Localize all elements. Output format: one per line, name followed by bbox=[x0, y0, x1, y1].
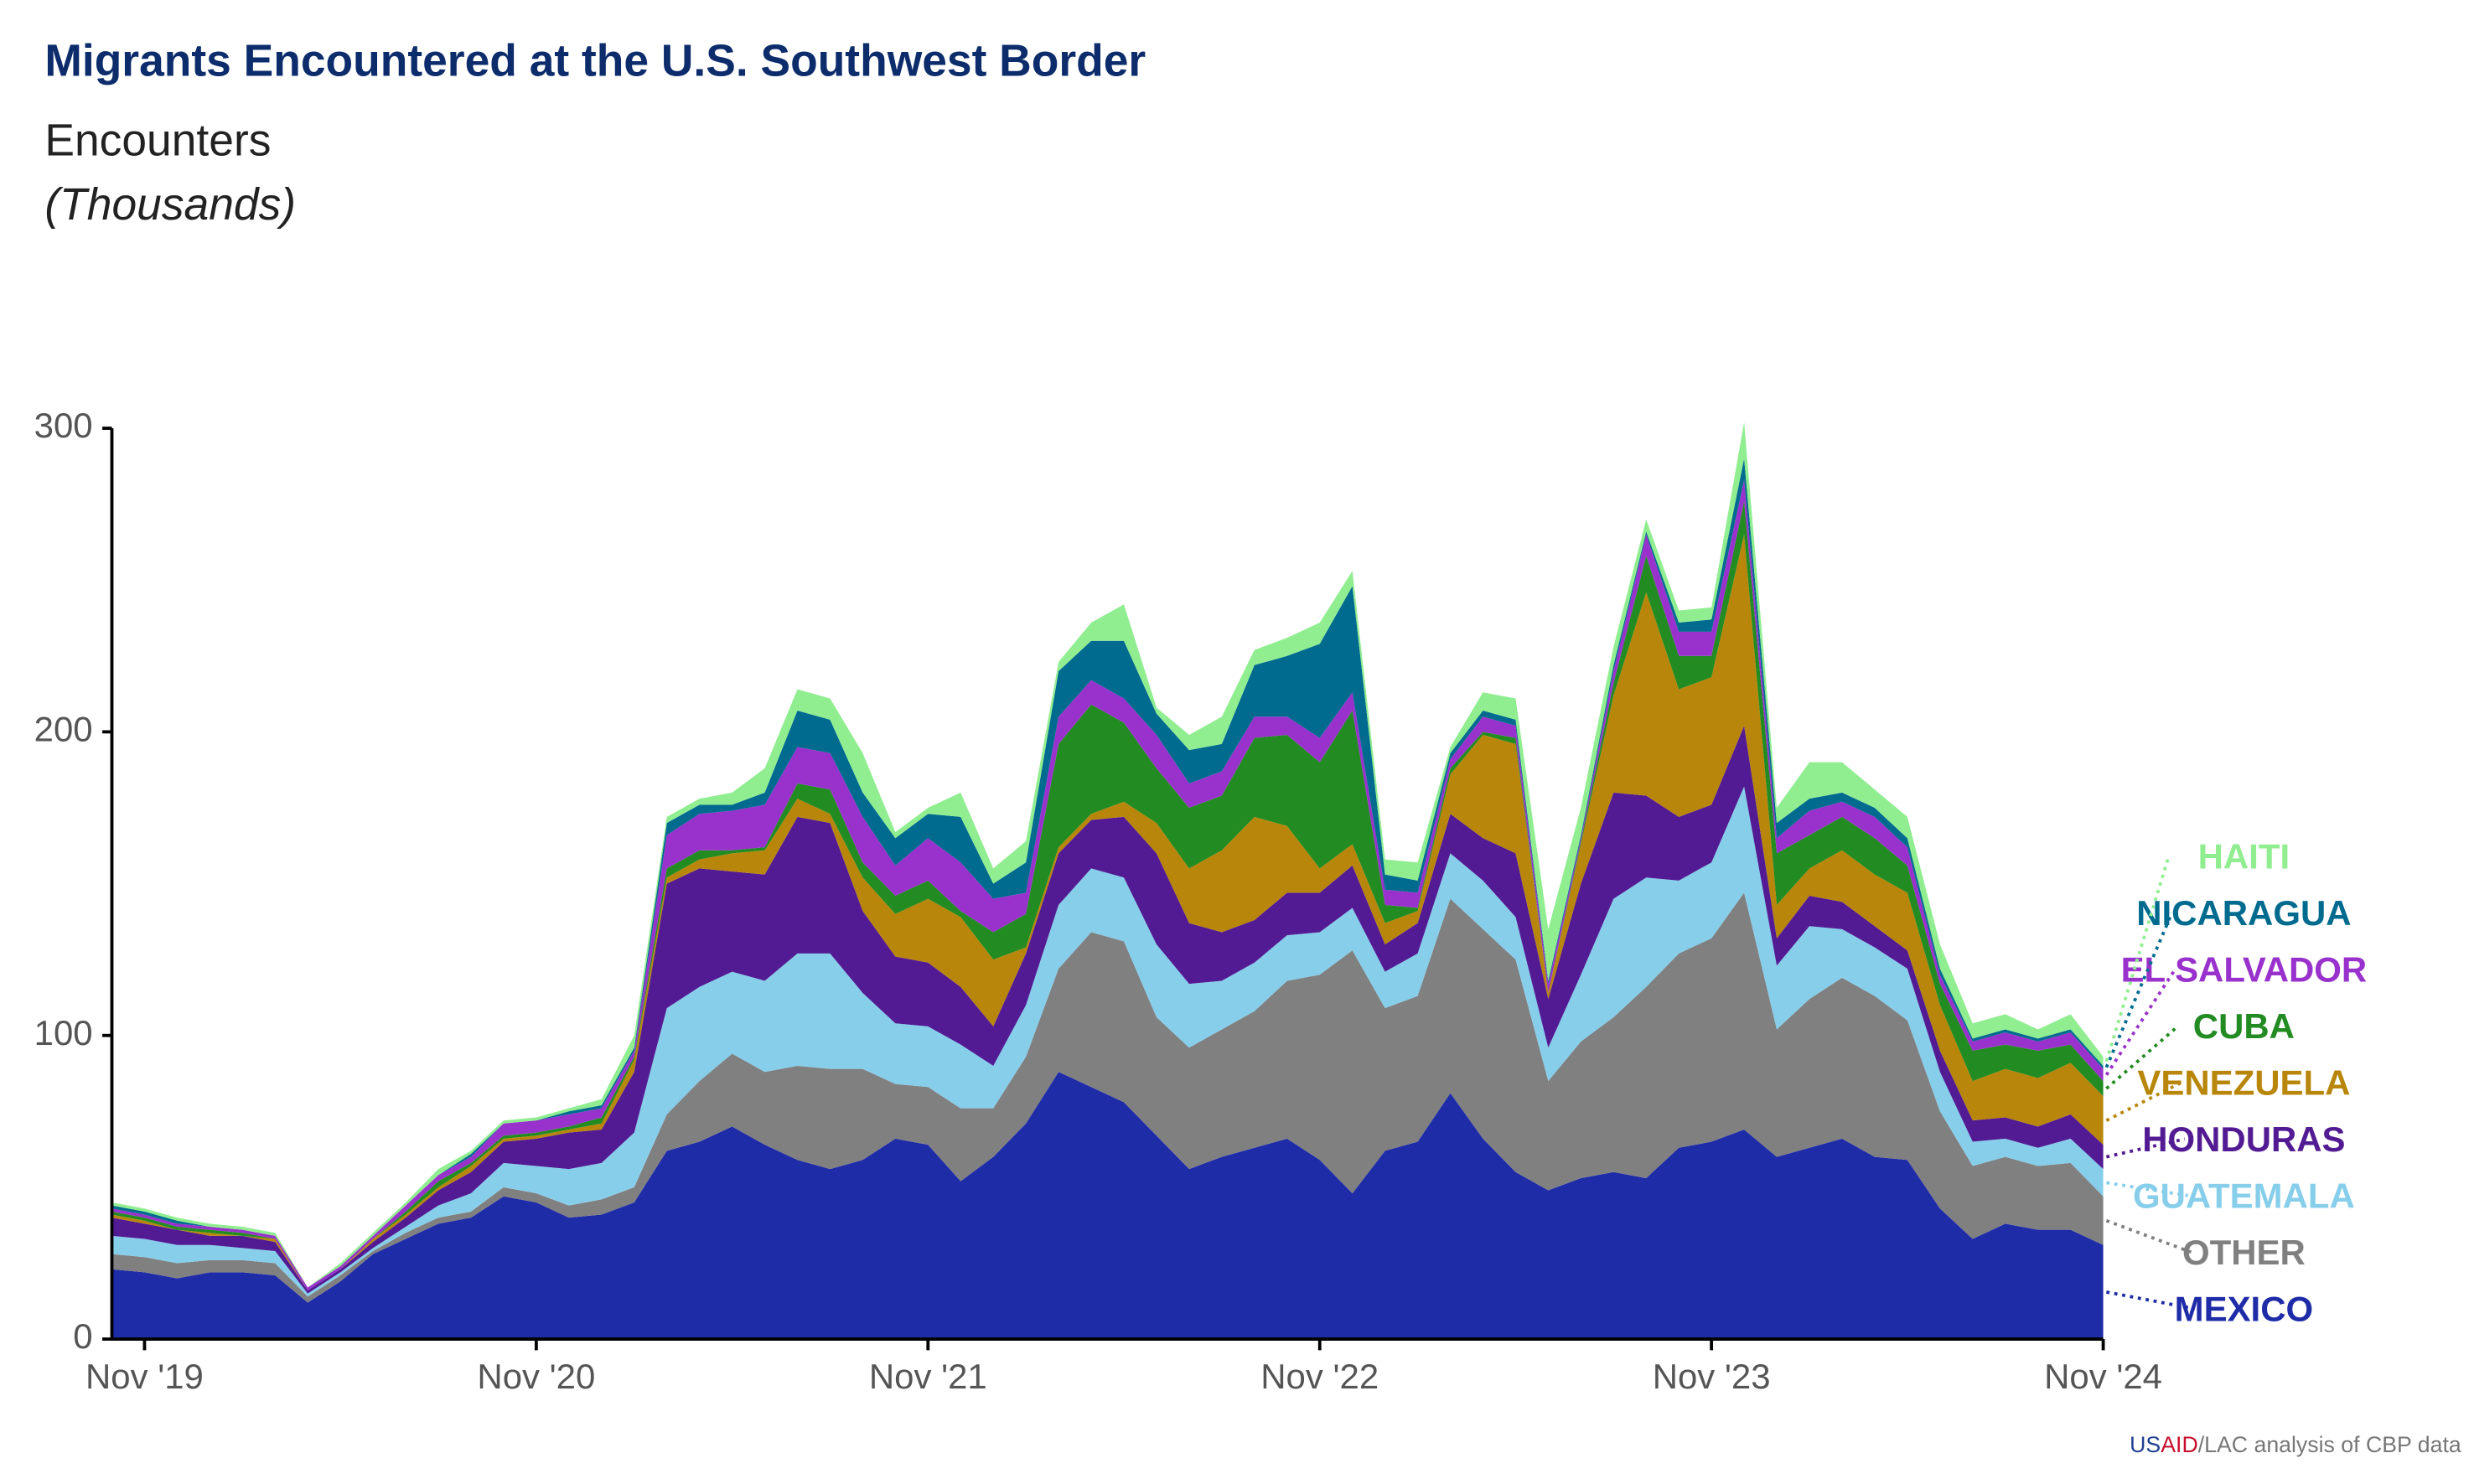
series-label: HONDURAS bbox=[2142, 1119, 2345, 1159]
series-label: CUBA bbox=[2193, 1006, 2295, 1046]
leader-line bbox=[2106, 1181, 2188, 1197]
leader-line bbox=[2104, 912, 2174, 1068]
y-axis-label: Encounters bbox=[44, 116, 271, 166]
area bbox=[111, 1072, 2104, 1340]
source-part: US bbox=[2130, 1432, 2161, 1457]
series-label: VENEZUELA bbox=[2137, 1063, 2350, 1103]
x-tick-label: Nov '19 bbox=[85, 1357, 204, 1396]
y-axis-note: (Thousands) bbox=[44, 180, 296, 230]
source-part: AID bbox=[2161, 1432, 2198, 1457]
area bbox=[111, 786, 2104, 1297]
y-tick-label: 300 bbox=[34, 406, 93, 445]
leader-line bbox=[2104, 968, 2176, 1076]
chart-title: Migrants Encountered at the U.S. Southwe… bbox=[44, 36, 1146, 85]
leader-line bbox=[2104, 856, 2171, 1063]
leader-line bbox=[2105, 1081, 2182, 1122]
y-tick-label: 200 bbox=[34, 709, 93, 748]
leader-line bbox=[2106, 1290, 2195, 1311]
series-label: GUATEMALA bbox=[2133, 1176, 2355, 1216]
source-part: /LAC analysis of CBP data bbox=[2198, 1432, 2461, 1457]
x-tick-label: Nov '23 bbox=[1653, 1357, 1771, 1396]
leader-line bbox=[2105, 1137, 2186, 1159]
plot-area: MEXICO OTHER GUATEMALA HONDURAS VENEZUELA CUB… bbox=[34, 406, 2368, 1396]
x-tick-label: Nov '21 bbox=[869, 1357, 987, 1396]
area bbox=[111, 726, 2104, 1294]
series-label: EL SALVADOR bbox=[2121, 950, 2368, 990]
x-tick-label: Nov '22 bbox=[1260, 1357, 1379, 1396]
series-label: MEXICO bbox=[2175, 1290, 2313, 1329]
y-tick-label: 100 bbox=[34, 1013, 93, 1052]
y-tick-label: 0 bbox=[73, 1316, 92, 1356]
area bbox=[111, 892, 2104, 1303]
series-label: NICARAGUA bbox=[2136, 893, 2351, 933]
series-label: OTHER bbox=[2182, 1233, 2306, 1272]
x-tick-label: Nov '24 bbox=[2044, 1357, 2162, 1396]
series-label: HAITI bbox=[2198, 837, 2290, 876]
source: USAID/LAC analysis of CBP data bbox=[2130, 1432, 2461, 1457]
x-tick-label: Nov '20 bbox=[477, 1357, 595, 1396]
leader-line bbox=[2105, 1218, 2192, 1254]
